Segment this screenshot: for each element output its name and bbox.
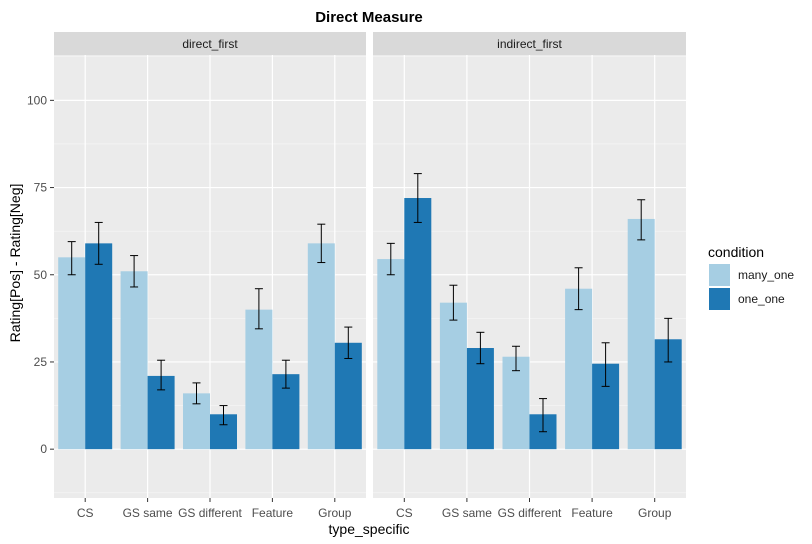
bar-many_one — [565, 288, 593, 450]
bar-many_one — [58, 257, 86, 450]
y-axis: 0 25 50 75 100 — [27, 93, 54, 456]
x-axis-title: type_specific — [329, 521, 410, 537]
bar-many_one — [307, 243, 335, 450]
facet-strip — [373, 32, 686, 55]
panel-direct_first: direct_first CS GS same GS different Feature… — [54, 32, 366, 520]
y-tick-label: 0 — [40, 442, 47, 456]
panels: direct_first CS GS same GS different Feature… — [54, 32, 686, 520]
bar-many_one — [439, 302, 467, 450]
bar-many_one — [120, 271, 148, 450]
x-tick-label: GS different — [178, 506, 242, 520]
legend-label-many_one: many_one — [738, 268, 794, 282]
x-tick-label: GS same — [123, 506, 173, 520]
x-tick-label: Feature — [571, 506, 613, 520]
bar-many_one — [245, 309, 273, 450]
x-tick-label: GS same — [442, 506, 492, 520]
legend-swatch-many_one — [709, 264, 730, 286]
bar-one_one — [404, 198, 432, 450]
y-tick-label: 75 — [34, 181, 48, 195]
facet-label: direct_first — [182, 37, 238, 51]
x-tick-label: GS different — [498, 506, 562, 520]
bar-one_one — [334, 342, 362, 450]
bar-many_one — [627, 218, 655, 450]
x-tick-label: Feature — [252, 506, 294, 520]
legend: condition many_one one_one — [708, 244, 794, 310]
facet-label: indirect_first — [497, 37, 562, 51]
y-tick-label: 50 — [34, 268, 48, 282]
y-tick-label: 100 — [27, 93, 47, 107]
bar-one_one — [466, 348, 494, 450]
bar-many_one — [502, 356, 530, 450]
x-tick-label: CS — [396, 506, 413, 520]
legend-title: condition — [708, 244, 764, 260]
facet-strip — [54, 32, 366, 55]
x-tick-label: CS — [77, 506, 94, 520]
bar-one_one — [85, 243, 113, 450]
panel-indirect_first: indirect_first CS GS same GS different Featu… — [373, 32, 686, 520]
x-tick-label: Group — [318, 506, 352, 520]
chart-title: Direct Measure — [315, 9, 423, 26]
y-axis-title: Rating[Pos] - Rating[Neg] — [7, 184, 23, 343]
legend-swatch-one_one — [709, 288, 730, 310]
y-tick-label: 25 — [34, 355, 48, 369]
legend-label-one_one: one_one — [738, 292, 785, 306]
x-tick-label: Group — [638, 506, 672, 520]
bar-many_one — [377, 259, 405, 450]
